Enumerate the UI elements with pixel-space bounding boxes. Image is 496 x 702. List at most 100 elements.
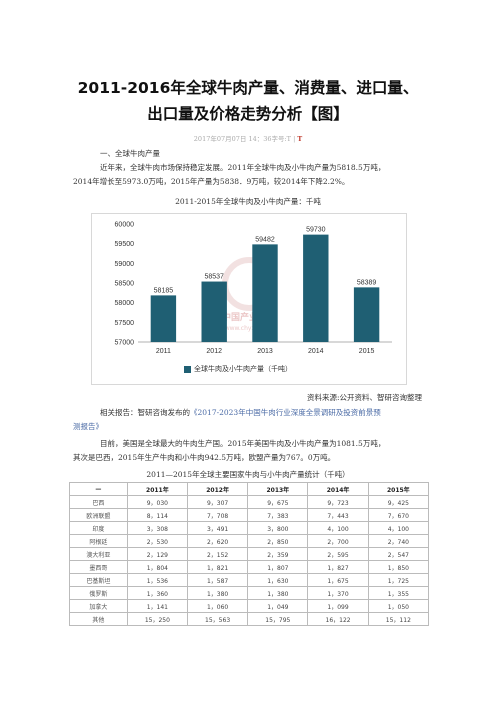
table-cell: 7，708 bbox=[186, 508, 249, 522]
table-cell: 7，443 bbox=[307, 508, 369, 522]
table-cell: 2，547 bbox=[367, 547, 430, 561]
table-cell: 1，380 bbox=[247, 586, 309, 600]
table-row: 其他 15，250 15，563 15，795 16，122 15，112 bbox=[69, 612, 430, 626]
table-cell: 4，100 bbox=[307, 521, 369, 535]
table-cell: 1，536 bbox=[126, 573, 188, 587]
table-cell: 1，049 bbox=[247, 599, 309, 613]
article-title-line2: 出口量及价格走势分析【图】 bbox=[147, 105, 349, 123]
table-cell: 15，250 bbox=[126, 612, 188, 626]
y-tick-label: 60000 bbox=[115, 222, 135, 229]
table-row: 加拿大 1，141 1，060 1，049 1，099 1，050 bbox=[69, 599, 430, 613]
table-row-label: 印度 bbox=[69, 521, 128, 535]
table-cell: 2，152 bbox=[186, 547, 249, 561]
bar-chart: 中国产业信息 www.chyxx.com 57000 57500 58000 58500 5… bbox=[91, 213, 407, 385]
data-label-2011: 58185 bbox=[154, 287, 174, 294]
y-tick-label: 57500 bbox=[115, 320, 135, 327]
chart-caption: 2011-2015年全球牛肉及小牛肉产量：千吨 bbox=[175, 197, 321, 206]
table-row: 澳大利亚 2，129 2，152 2，359 2，595 2，547 bbox=[69, 547, 430, 561]
table-row-label: 巴西 bbox=[69, 495, 128, 509]
table-cell: 1，060 bbox=[186, 599, 249, 613]
table-cell: 9，425 bbox=[367, 495, 430, 509]
table-header-cell: 2011年 bbox=[126, 482, 188, 496]
table-cell: 15，795 bbox=[247, 612, 309, 626]
data-label-2014: 59730 bbox=[306, 227, 326, 234]
table-row-label: 加拿大 bbox=[69, 599, 128, 613]
x-tick-label: 2012 bbox=[206, 348, 222, 355]
table-row-label: 欧洲联盟 bbox=[69, 508, 128, 522]
table-cell: 1，355 bbox=[367, 586, 430, 600]
table-cell: 1，380 bbox=[186, 586, 249, 600]
table-cell: 2，530 bbox=[126, 534, 188, 548]
related-prefix: 相关报告：智研咨询发布的 bbox=[100, 408, 190, 417]
table-header-cell: 2012年 bbox=[186, 482, 249, 496]
y-tick-label: 59000 bbox=[115, 261, 135, 268]
watermark-url: www.chyxx.com bbox=[225, 325, 274, 332]
y-tick-label: 57000 bbox=[115, 340, 135, 347]
table-cell: 3，800 bbox=[247, 521, 309, 535]
section-heading: 一、全球牛肉产量 bbox=[100, 149, 160, 158]
table-row-label: 巴基斯坦 bbox=[69, 573, 128, 587]
table-cell: 1，804 bbox=[126, 560, 188, 574]
chart-svg: 中国产业信息www.chyxx.com570005750058000585005… bbox=[115, 222, 392, 355]
paragraph-2-line-1: 目前，美国是全球最大的牛肉生产国。2015年美国牛肉及小牛肉产量为1081.5万… bbox=[100, 439, 386, 448]
table-cell: 2，129 bbox=[126, 547, 188, 561]
table-row-label: 其他 bbox=[69, 612, 128, 626]
paragraph-1-line-2: 2014年增长至5973.0万吨，2015年产量为5838．9万吨，较2014年… bbox=[73, 177, 350, 186]
table-row: 俄罗斯 1，360 1，380 1，380 1，370 1，355 bbox=[69, 586, 430, 600]
table-header-cell: 2013年 bbox=[247, 482, 309, 496]
x-tick-label: 2015 bbox=[359, 348, 375, 355]
table-cell: 16，122 bbox=[307, 612, 369, 626]
table-cell: 7，670 bbox=[367, 508, 430, 522]
paragraph-1-line-1: 近年来，全球牛肉市场保持稳定发展。2011年全球牛肉及小牛肉产量为5818.5万… bbox=[100, 163, 386, 172]
table-header-cell: — bbox=[69, 482, 128, 496]
table-cell: 8，114 bbox=[126, 508, 188, 522]
production-table: —2011年 2012年 2013年 2014年 2015年 巴西 9，030 9，307 9… bbox=[69, 482, 430, 626]
x-tick-label: 2011 bbox=[156, 348, 171, 355]
bar-2011 bbox=[150, 295, 177, 342]
table-cell: 7，383 bbox=[247, 508, 309, 522]
bar-2014 bbox=[303, 234, 329, 342]
table-cell: 2，850 bbox=[247, 534, 309, 548]
table-cell: 1，587 bbox=[186, 573, 249, 587]
font-size-toggle[interactable]: T bbox=[297, 135, 303, 143]
table-row: 欧洲联盟 8，114 7，708 7，383 7，443 7，670 bbox=[69, 508, 430, 522]
table-caption: 2011—2015年全球主要国家牛肉与小牛肉产量统计（千吨） bbox=[146, 470, 350, 479]
table-header-cell: 2014年 bbox=[307, 482, 369, 496]
article-meta: 2017年07月07日 14：36字号:T | T bbox=[0, 133, 496, 143]
table-row-label: 俄罗斯 bbox=[69, 586, 128, 600]
table-cell: 1，725 bbox=[367, 573, 430, 587]
article-title-line1: 2011-2016年全球牛肉产量、消费量、进口量、 bbox=[77, 79, 419, 97]
table-cell: 3，308 bbox=[126, 521, 188, 535]
x-tick-label: 2014 bbox=[308, 348, 324, 355]
table-cell: 2，740 bbox=[367, 534, 430, 548]
y-tick-label: 58500 bbox=[115, 281, 135, 288]
related-report-line-1: 相关报告：智研咨询发布的《2017-2023年中国牛肉行业深度全景调研及投资前景… bbox=[100, 406, 381, 420]
related-report-link[interactable]: 《2017-2023年中国牛肉行业深度全景调研及投资前景预 bbox=[190, 408, 381, 417]
table-cell: 15，112 bbox=[367, 612, 430, 626]
bar-2012 bbox=[201, 281, 227, 342]
legend-label: 全球牛肉及小牛肉产量（千吨） bbox=[194, 366, 292, 373]
table-cell: 1，827 bbox=[307, 560, 369, 574]
table-header-cell: 2015年 bbox=[367, 482, 430, 496]
x-tick-label: 2013 bbox=[257, 348, 273, 355]
bar-2015 bbox=[353, 287, 380, 342]
table-row-label: 阿根廷 bbox=[69, 534, 128, 548]
paragraph-2-line-2: 其次是巴西，2015年生产牛肉和小牛肉942.5万吨，欧盟产量为767。0万吨。 bbox=[73, 453, 336, 462]
table-row: 墨西哥 1，804 1，821 1，807 1，827 1，850 bbox=[69, 560, 430, 574]
table-cell: 15，563 bbox=[186, 612, 249, 626]
table-cell: 2，359 bbox=[247, 547, 309, 561]
table-cell: 1，675 bbox=[307, 573, 369, 587]
table-cell: 1，370 bbox=[307, 586, 369, 600]
chart-legend: 全球牛肉及小牛肉产量（千吨） bbox=[184, 364, 292, 374]
legend-swatch bbox=[184, 365, 191, 373]
table-cell: 9，307 bbox=[186, 495, 249, 509]
table-cell: 9，030 bbox=[126, 495, 188, 509]
table-row: 阿根廷 2，530 2，620 2，850 2，700 2，740 bbox=[69, 534, 430, 548]
y-tick-label: 59500 bbox=[115, 241, 135, 248]
table-row: 巴基斯坦 1，536 1，587 1，630 1，675 1，725 bbox=[69, 573, 430, 587]
table-cell: 3，491 bbox=[186, 521, 249, 535]
table-cell: 4，100 bbox=[367, 521, 430, 535]
data-label-2012: 58537 bbox=[204, 274, 224, 281]
table-row-label: 澳大利亚 bbox=[69, 547, 128, 561]
related-report-link-line-2[interactable]: 测报告》 bbox=[73, 422, 103, 431]
